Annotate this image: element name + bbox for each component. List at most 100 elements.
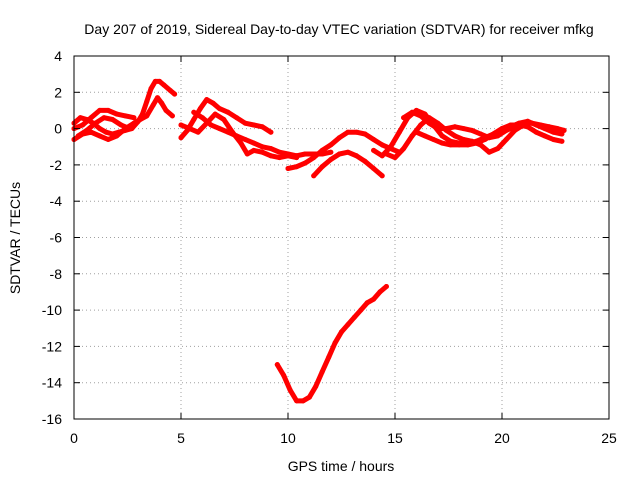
data-point — [561, 127, 567, 133]
y-tick-label: 0 — [54, 121, 62, 137]
x-tick-label: 15 — [387, 430, 403, 446]
data-point — [383, 151, 389, 157]
data-point — [448, 142, 454, 148]
data-point — [354, 129, 359, 135]
data-point — [559, 131, 565, 137]
data-point — [302, 151, 308, 157]
data-point — [84, 127, 90, 133]
data-point — [401, 115, 407, 121]
tick-layer: 0 5 10 15 20 25 -16 -14 -12 -10 -8 -6 -4 -2 0 2 4 — [42, 48, 617, 446]
data-point — [197, 106, 203, 112]
data-point — [345, 129, 351, 135]
data-point — [287, 387, 293, 393]
data-point — [465, 142, 471, 148]
data-point — [105, 107, 111, 113]
data-point — [274, 362, 280, 368]
data-point — [311, 155, 317, 161]
data-point — [212, 111, 218, 117]
y-tick-label: -6 — [50, 230, 63, 246]
data-point — [101, 115, 107, 121]
data-point — [172, 91, 178, 97]
data-point — [251, 122, 257, 128]
data-point — [328, 149, 334, 155]
data-point — [131, 120, 137, 126]
data-point — [97, 107, 103, 113]
data-point — [75, 133, 81, 139]
x-tick-label: 25 — [601, 430, 617, 446]
data-point — [345, 149, 351, 155]
data-point — [508, 124, 514, 130]
data-point — [251, 140, 257, 146]
data-point — [478, 131, 484, 137]
data-point — [383, 284, 389, 289]
data-point — [77, 115, 83, 121]
data-point — [422, 133, 428, 139]
data-point — [285, 151, 291, 157]
data-point — [155, 95, 160, 101]
data-point — [259, 144, 265, 150]
data-point — [259, 149, 265, 155]
data-point — [276, 149, 282, 155]
data-point — [516, 120, 522, 126]
data-point — [157, 78, 163, 84]
data-point — [152, 78, 158, 84]
data-point — [362, 131, 368, 137]
data-point — [217, 126, 222, 132]
data-point — [550, 137, 556, 142]
data-point — [495, 146, 501, 152]
data-point — [503, 137, 509, 142]
data-point — [97, 126, 103, 132]
data-point — [418, 113, 424, 119]
data-point — [204, 97, 210, 103]
data-point — [371, 296, 377, 302]
data-point — [409, 133, 415, 139]
data-point — [92, 120, 98, 126]
data-point — [332, 340, 338, 346]
data-point — [191, 109, 197, 115]
data-point — [435, 120, 441, 126]
data-point — [364, 300, 370, 306]
data-point — [118, 122, 124, 128]
data-point — [486, 149, 492, 155]
data-point — [469, 127, 475, 133]
data-point — [542, 133, 548, 139]
data-point — [144, 113, 150, 119]
x-tick-label: 5 — [177, 430, 185, 446]
data-point — [234, 133, 240, 139]
data-point — [187, 126, 193, 132]
data-point — [148, 86, 154, 92]
data-point — [251, 147, 257, 153]
data-point — [533, 129, 539, 135]
data-point — [80, 122, 86, 128]
data-point — [328, 157, 334, 162]
data-point — [306, 394, 312, 400]
data-point — [294, 153, 300, 159]
data-point — [300, 398, 306, 404]
data-point — [452, 133, 458, 139]
data-point — [311, 173, 317, 179]
y-tick-label: -8 — [50, 266, 63, 282]
data-point — [461, 126, 466, 132]
data-point — [426, 120, 432, 126]
data-point — [137, 117, 143, 122]
data-point — [418, 122, 424, 128]
data-point — [242, 120, 248, 126]
data-point — [88, 115, 94, 121]
y-tick-label: -14 — [42, 375, 62, 391]
data-layer — [71, 78, 567, 404]
x-tick-label: 20 — [494, 430, 510, 446]
data-point — [242, 137, 248, 142]
y-tick-label: 4 — [54, 48, 62, 64]
data-point — [114, 111, 120, 117]
data-point — [396, 129, 402, 135]
data-point — [167, 88, 173, 93]
x-tick-label: 0 — [70, 430, 78, 446]
data-point — [525, 118, 531, 124]
data-point — [351, 314, 357, 320]
data-point — [150, 102, 156, 108]
data-point — [542, 126, 548, 132]
data-point — [319, 164, 325, 170]
data-point — [452, 124, 458, 130]
data-point — [388, 144, 394, 150]
